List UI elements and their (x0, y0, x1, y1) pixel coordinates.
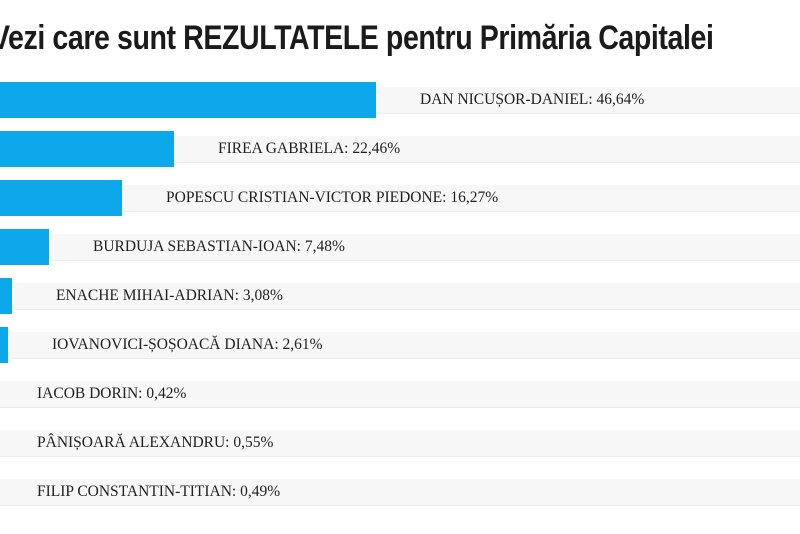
result-row-7: PÂNIȘOARĂ ALEXANDRU: 0,55% (0, 425, 800, 461)
result-row-6: IACOB DORIN: 0,42% (0, 376, 800, 412)
result-row-0: DAN NICUȘOR-DANIEL: 46,64% (0, 82, 800, 118)
result-label: FILIP CONSTANTIN-TITIAN: 0,49% (37, 483, 281, 500)
result-label: BURDUJA SEBASTIAN-IOAN: 7,48% (93, 238, 345, 255)
result-label: IOVANOVICI-ȘOȘOACĂ DIANA: 2,61% (52, 336, 323, 353)
result-row-3: BURDUJA SEBASTIAN-IOAN: 7,48% (0, 229, 800, 265)
result-label: POPESCU CRISTIAN-VICTOR PIEDONE: 16,27% (166, 189, 499, 206)
result-label: ENACHE MIHAI-ADRIAN: 3,08% (56, 287, 283, 304)
result-label: DAN NICUȘOR-DANIEL: 46,64% (420, 91, 645, 108)
bar-track (0, 234, 800, 261)
bar-track (0, 479, 800, 506)
result-row-2: POPESCU CRISTIAN-VICTOR PIEDONE: 16,27% (0, 180, 800, 216)
result-label: IACOB DORIN: 0,42% (37, 385, 187, 402)
bar-track (0, 430, 800, 457)
bar-track (0, 283, 800, 310)
result-bar (0, 229, 51, 265)
bar-track (0, 185, 800, 212)
result-bar (0, 82, 378, 118)
result-label: PÂNIȘOARĂ ALEXANDRU: 0,55% (37, 434, 274, 451)
result-bar (0, 327, 10, 363)
result-row-8: FILIP CONSTANTIN-TITIAN: 0,49% (0, 474, 800, 510)
result-row-4: ENACHE MIHAI-ADRIAN: 3,08% (0, 278, 800, 314)
result-row-1: FIREA GABRIELA: 22,46% (0, 131, 800, 167)
result-bar (0, 278, 14, 314)
bar-track (0, 332, 800, 359)
result-label: FIREA GABRIELA: 22,46% (218, 140, 401, 157)
result-bar (0, 180, 124, 216)
page-title: Vezi care sunt REZULTATELE pentru Primăr… (0, 19, 714, 57)
bar-track (0, 381, 800, 408)
result-bar (0, 131, 176, 167)
poll-results-chart: DAN NICUȘOR-DANIEL: 46,64% FIREA GABRIEL… (0, 82, 800, 523)
result-row-5: IOVANOVICI-ȘOȘOACĂ DIANA: 2,61% (0, 327, 800, 363)
